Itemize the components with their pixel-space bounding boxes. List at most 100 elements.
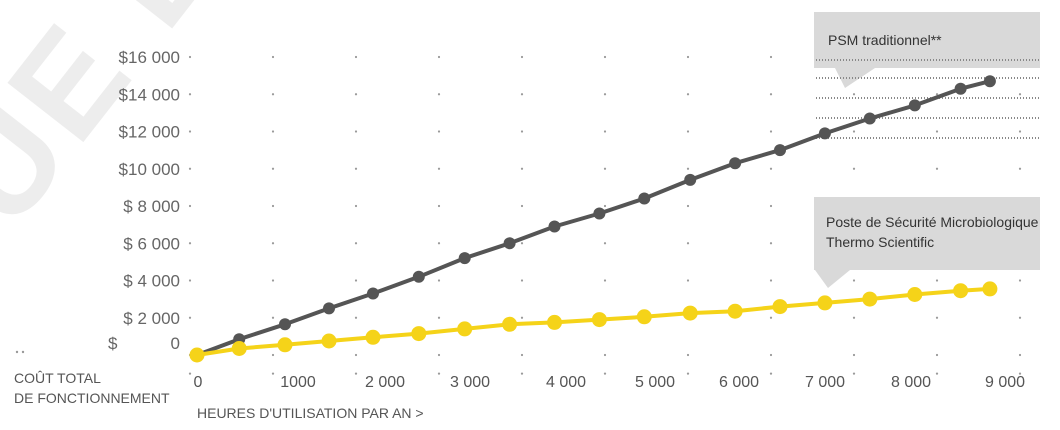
grid-dot (520, 242, 524, 245)
annotations: PSM traditionnel** Poste de Sécurité Micr… (814, 12, 1040, 288)
grid-dot (520, 204, 524, 208)
grid-dots (15, 55, 1022, 375)
callout-label: Poste de Sécurité Microbiologique (826, 214, 1039, 230)
grid-dot (437, 242, 441, 245)
grid-dot (354, 372, 358, 375)
grid-dot (686, 204, 690, 208)
grid-dot (520, 279, 524, 282)
data-point (953, 283, 969, 299)
grid-dot (603, 353, 607, 357)
grid-dot (437, 93, 441, 96)
grid-dot (1018, 372, 1022, 375)
grid-dot (769, 279, 773, 282)
y-tick-label: $ 2 000 (123, 309, 180, 328)
data-point (772, 299, 788, 315)
grid-dot (686, 242, 690, 245)
grid-dot (354, 279, 358, 282)
data-point (593, 207, 606, 220)
data-point (862, 291, 878, 307)
y-tick-label: $ 8 000 (123, 197, 180, 216)
grid-dot (271, 167, 275, 170)
data-point (279, 318, 291, 331)
x-tick-label: 9 000 (985, 374, 1025, 391)
grid-dot (852, 167, 856, 170)
data-point (983, 75, 996, 88)
grid-dot (188, 242, 192, 245)
x-tick-label: 6 000 (719, 374, 759, 391)
data-point (684, 173, 697, 186)
y-tick-label: $ 4 000 (123, 272, 180, 291)
callout-pointer (815, 270, 850, 288)
grid-dot (1018, 167, 1022, 170)
grid-dot (686, 353, 690, 357)
grid-dot (686, 130, 690, 133)
grid-dot (1018, 353, 1022, 357)
data-point (863, 112, 876, 125)
grid-dot (271, 204, 275, 208)
grid-dot (852, 279, 856, 282)
grid-dot (769, 130, 773, 133)
grid-dot (354, 353, 358, 357)
y-tick-label: $ (108, 334, 118, 353)
x-tick-label: 7 000 (805, 374, 845, 391)
grid-dot (520, 316, 524, 319)
grid-dot (437, 167, 441, 170)
grid-dot (769, 55, 773, 59)
y-axis-label: DE FONCTIONNEMENT (14, 390, 170, 406)
grid-dot (935, 130, 939, 133)
grid-dot (271, 130, 275, 133)
grid-dot (852, 353, 856, 357)
grid-dot (188, 93, 192, 96)
y-tick-label: $ 6 000 (123, 234, 180, 253)
grid-dot (935, 93, 939, 96)
grid-dot (769, 204, 773, 208)
grid-dot (354, 93, 358, 96)
grid-dot (935, 353, 939, 357)
grid-dot (935, 316, 939, 319)
grid-dot (852, 93, 856, 96)
grid-dot (271, 372, 275, 375)
grid-dot (354, 242, 358, 245)
x-tick-label: 0 (194, 374, 203, 391)
x-axis-label: HEURES D'UTILISATION PAR AN > (197, 405, 424, 421)
grid-dot (188, 130, 192, 133)
data-point (907, 287, 923, 302)
grid-dot (603, 167, 607, 170)
x-tick-label: 4 000 (546, 374, 586, 391)
grid-dot (15, 350, 19, 354)
data-point (636, 309, 652, 325)
grid-dot (21, 350, 25, 354)
y-tick-label: 0 (171, 334, 180, 353)
grid-dot (437, 316, 441, 319)
data-point (682, 305, 698, 321)
grid-dot (188, 55, 192, 59)
data-point (411, 326, 427, 342)
data-point (277, 337, 293, 353)
grid-dot (935, 167, 939, 170)
grid-dot (520, 55, 524, 59)
grid-dot (935, 372, 939, 375)
grid-dot (271, 55, 275, 59)
grid-dot (437, 279, 441, 282)
data-point (954, 82, 967, 95)
grid-dot (1018, 93, 1022, 96)
grid-dot (603, 204, 607, 208)
callout-label: PSM traditionnel** (828, 32, 942, 48)
grid-dot (769, 167, 773, 170)
y-tick-label: $10 000 (119, 160, 180, 179)
grid-dot (188, 167, 192, 170)
grid-dot (603, 55, 607, 59)
grid-dot (603, 242, 607, 245)
y-tick-label: $16 000 (119, 48, 180, 67)
grid-dot (769, 353, 773, 357)
data-point (729, 157, 742, 170)
grid-dot (603, 93, 607, 96)
grid-dot (1018, 279, 1022, 282)
data-point (457, 321, 473, 337)
grid-dot (852, 130, 856, 133)
grid-dot (520, 130, 524, 133)
grid-dot (686, 372, 690, 375)
grid-dot (769, 242, 773, 245)
data-point (727, 303, 743, 319)
